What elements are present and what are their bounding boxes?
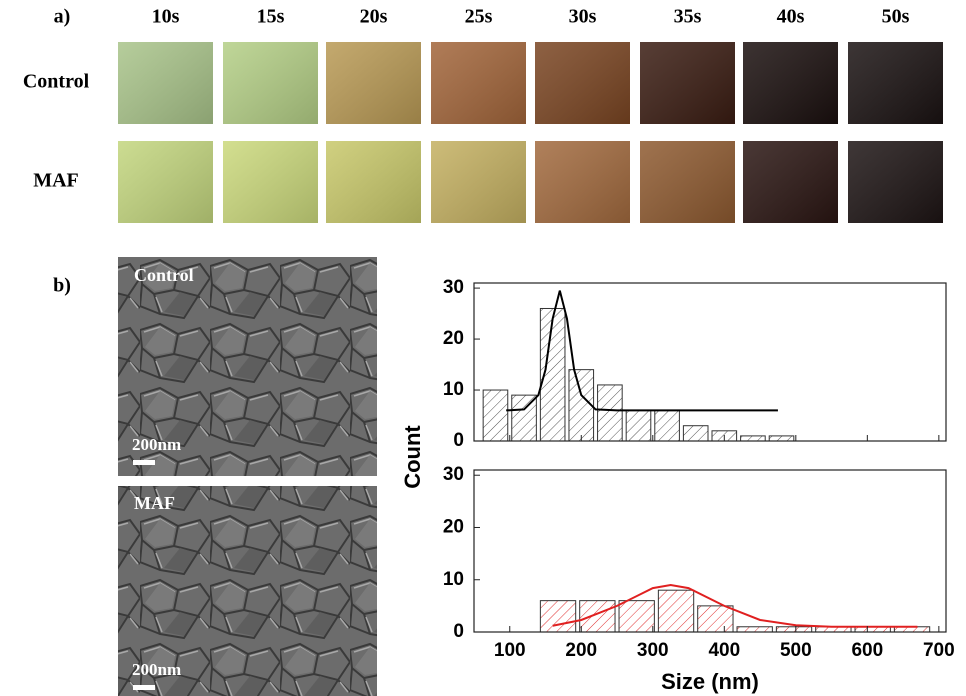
bar: [769, 436, 794, 441]
photo-shade: [223, 42, 318, 124]
photo-shade: [118, 141, 213, 223]
x-tick-label: 200: [565, 640, 597, 661]
x-tick-label: 100: [494, 640, 526, 661]
time-label: 30s: [569, 6, 597, 28]
y-axis-label: Count: [400, 425, 425, 489]
time-label: 10s: [152, 6, 180, 28]
bar: [626, 410, 651, 441]
photo-shade: [743, 42, 838, 124]
scale-bar: [133, 685, 155, 690]
photo-shade: [118, 42, 213, 124]
bar: [776, 627, 811, 632]
row-label: Control: [23, 71, 90, 93]
panel-label: b): [53, 275, 71, 297]
photo-shade: [431, 141, 526, 223]
x-tick-label: 400: [708, 640, 740, 661]
scale-label: 200nm: [132, 435, 181, 454]
y-tick-label: 20: [443, 516, 464, 537]
bar: [619, 601, 654, 632]
y-tick-label: 20: [443, 328, 464, 349]
sem-label: Control: [134, 265, 194, 285]
x-axis-label: Size (nm): [661, 669, 759, 694]
time-label: 25s: [465, 6, 493, 28]
photo-shade: [640, 141, 735, 223]
bar: [655, 410, 680, 441]
photo-shade: [326, 42, 421, 124]
x-tick-label: 500: [780, 640, 812, 661]
time-label: 20s: [360, 6, 388, 28]
y-tick-label: 0: [453, 621, 464, 642]
photo-shade: [535, 141, 630, 223]
time-label: 40s: [777, 6, 805, 28]
sem-label: MAF: [134, 493, 175, 513]
bar: [540, 601, 575, 632]
time-label: 15s: [257, 6, 285, 28]
scale-label: 200nm: [132, 660, 181, 679]
bar: [569, 370, 594, 441]
panel-label: a): [54, 6, 71, 28]
photo-shade: [640, 42, 735, 124]
bar: [658, 590, 693, 632]
photo-shade: [431, 42, 526, 124]
bar: [737, 627, 772, 632]
figure: a) b) Control MAF 200nm 200nm 10s 15s 20s 2…: [0, 0, 966, 696]
time-label: 35s: [674, 6, 702, 28]
row-label: MAF: [33, 170, 79, 192]
photo-shade: [535, 42, 630, 124]
scale-bar: [133, 460, 155, 465]
y-tick-label: 10: [443, 569, 464, 590]
y-tick-label: 0: [453, 430, 464, 451]
x-tick-label: 300: [637, 640, 669, 661]
bar: [683, 426, 708, 441]
y-tick-label: 30: [443, 464, 464, 485]
photo-shade: [848, 141, 943, 223]
x-tick-label: 600: [851, 640, 883, 661]
photo-shade: [326, 141, 421, 223]
y-tick-label: 10: [443, 379, 464, 400]
bar: [580, 601, 615, 632]
photo-shade: [223, 141, 318, 223]
bar: [598, 385, 623, 441]
x-tick-label: 700: [923, 640, 955, 661]
photo-shade: [743, 141, 838, 223]
time-label: 50s: [882, 6, 910, 28]
bar: [698, 606, 733, 632]
bar: [483, 390, 508, 441]
y-tick-label: 30: [443, 277, 464, 298]
photo-shade: [848, 42, 943, 124]
bar: [741, 436, 766, 441]
